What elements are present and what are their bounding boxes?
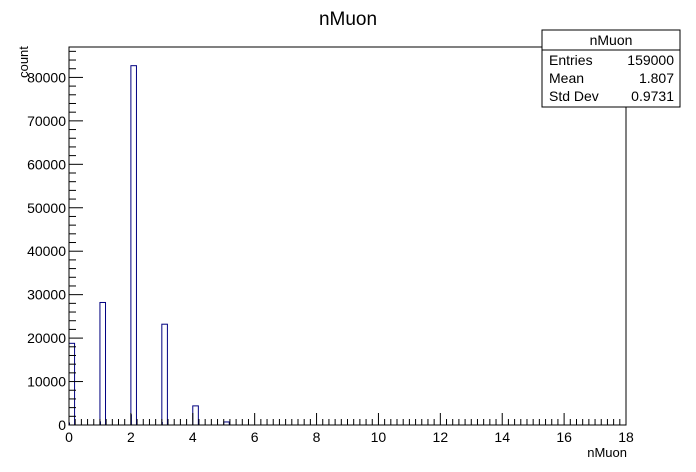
y-tick-label: 50000 xyxy=(27,200,66,216)
y-tick-label: 20000 xyxy=(27,330,66,346)
y-tick-label: 70000 xyxy=(27,113,66,129)
x-tick-label: 18 xyxy=(618,429,634,445)
stats-mean-value: 1.807 xyxy=(639,70,674,86)
stats-entries-value: 159000 xyxy=(627,52,674,68)
x-tick-label: 0 xyxy=(65,429,73,445)
histogram-bar-3 xyxy=(161,323,168,426)
y-axis: 0 10000 20000 30000 40000 50000 60000 70000 8000… xyxy=(27,50,83,433)
histogram-bar-1 xyxy=(99,301,107,426)
chart-title: nMuon xyxy=(319,9,377,30)
y-tick-label: 60000 xyxy=(27,156,66,172)
histogram-bar-2 xyxy=(130,65,137,426)
y-tick-label: 10000 xyxy=(27,374,66,390)
y-tick-label: 80000 xyxy=(27,69,66,85)
x-tick-label: 6 xyxy=(251,429,259,445)
x-tick-label: 2 xyxy=(127,429,135,445)
x-tick-label: 4 xyxy=(189,429,197,445)
x-tick-label: 10 xyxy=(371,429,387,445)
stats-box: nMuon Entries 159000 Mean 1.807 Std Dev … xyxy=(541,29,681,108)
y-axis-title: count xyxy=(16,46,31,78)
stats-stddev-label: Std Dev xyxy=(549,88,599,104)
histogram-bar-4 xyxy=(192,405,199,426)
y-tick-label: 40000 xyxy=(27,243,66,259)
x-axis: 0 2 4 6 8 10 12 14 16 18 xyxy=(65,413,634,445)
x-tick-label: 16 xyxy=(556,429,572,445)
y-tick-label: 0 xyxy=(58,417,66,433)
x-tick-label: 8 xyxy=(313,429,321,445)
stats-stddev-value: 0.9731 xyxy=(631,88,674,104)
stats-box-frame xyxy=(541,29,681,108)
stats-entries-label: Entries xyxy=(549,52,593,68)
stats-mean-label: Mean xyxy=(549,70,584,86)
bars-group xyxy=(68,65,230,426)
x-tick-label: 12 xyxy=(433,429,449,445)
y-tick-label: 30000 xyxy=(27,287,66,303)
stats-box-title: nMuon xyxy=(590,32,633,48)
x-tick-label: 14 xyxy=(494,429,510,445)
x-axis-title: nMuon xyxy=(587,445,627,460)
